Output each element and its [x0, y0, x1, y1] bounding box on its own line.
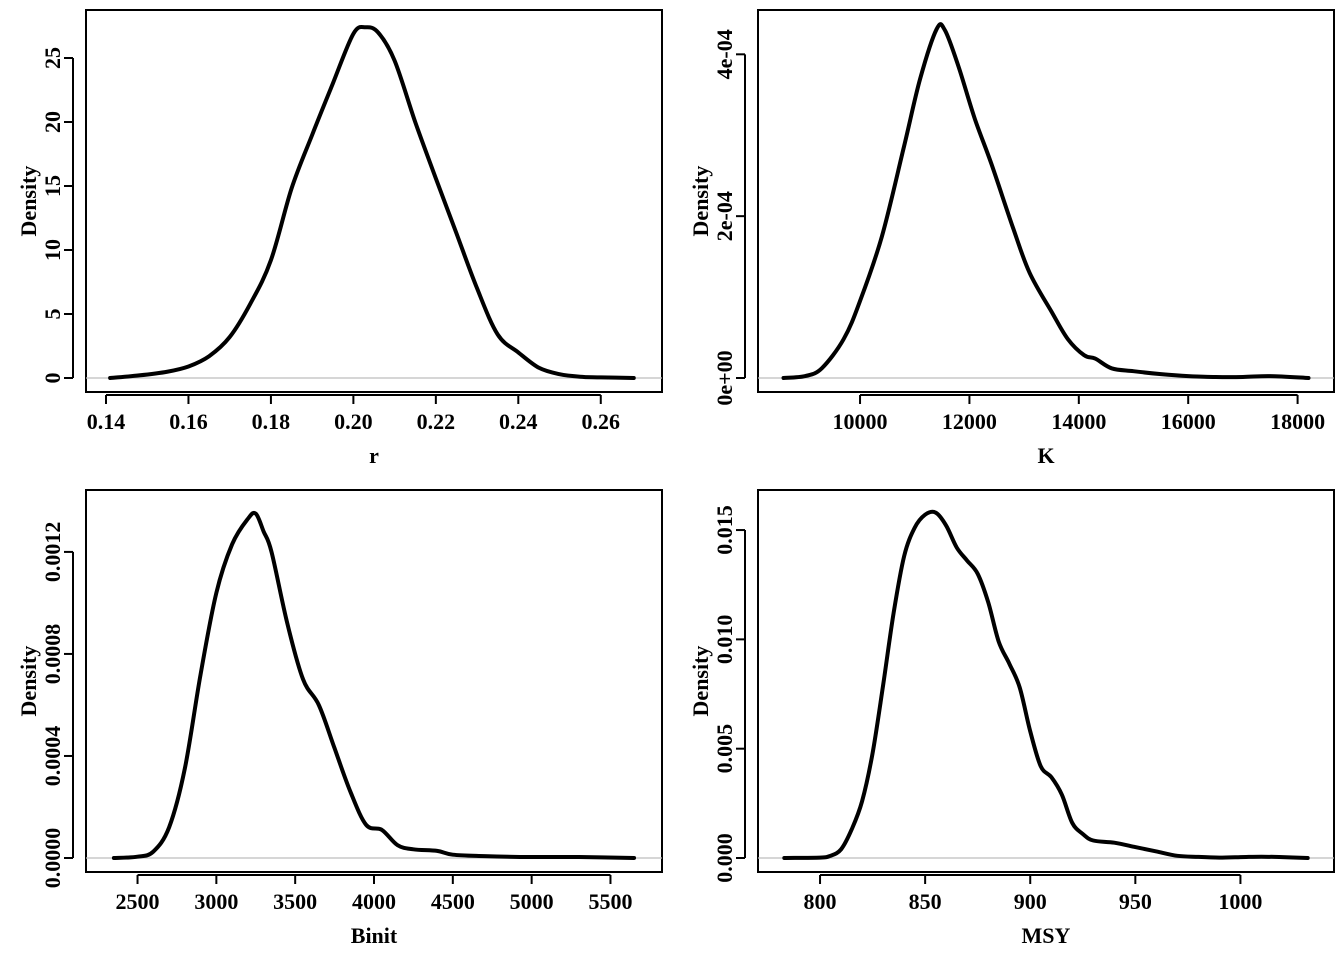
x-tick-label: 14000	[1051, 409, 1106, 434]
density-curve-binit	[111, 510, 637, 860]
x-tick-label: 4500	[431, 889, 475, 914]
x-tick-label: 800	[804, 889, 837, 914]
y-tick-label: 2e-04	[712, 191, 737, 241]
x-tick-label: 5500	[588, 889, 632, 914]
x-tick-label: 0.18	[252, 409, 291, 434]
y-axis-title: Density	[688, 166, 713, 237]
x-tick-label: 900	[1014, 889, 1047, 914]
x-tick-label: 3500	[273, 889, 317, 914]
density-panel-2: 10000 12000 14000 16000 18000 0e+00 2e-04 4e-04…	[688, 9, 1335, 468]
y-tick-label: 0	[40, 373, 65, 384]
y-tick-label: 5	[40, 309, 65, 320]
x-tick-label: 4000	[352, 889, 396, 914]
x-tick-label: 2500	[116, 889, 160, 914]
x-tick-label: 18000	[1270, 409, 1325, 434]
y-tick-label: 25	[40, 47, 65, 69]
y-tick-label: 0.0000	[40, 828, 65, 889]
x-tick-label: 3000	[194, 889, 238, 914]
x-tick-label: 16000	[1161, 409, 1216, 434]
y-tick-label: 0.010	[712, 615, 737, 665]
y-tick-label: 0.0004	[40, 726, 65, 787]
y-tick-label: 20	[40, 111, 65, 133]
x-tick-label: 950	[1119, 889, 1152, 914]
density-curve-msy	[782, 509, 1310, 860]
x-tick-label: 10000	[833, 409, 888, 434]
density-panel-4: 800 850 900 950 1000 0.000 0.005 0.010 0.015 MSY D…	[688, 489, 1335, 948]
y-tick-label: 4e-04	[712, 29, 737, 79]
plot-frame	[85, 9, 663, 393]
density-curve-k	[781, 22, 1311, 380]
y-tick-label: 0.0008	[40, 624, 65, 685]
y-tick-label: 0e+00	[712, 350, 737, 405]
x-axis-title: K	[1037, 443, 1054, 468]
y-tick-label: 10	[40, 239, 65, 261]
x-tick-label: 0.24	[499, 409, 538, 434]
y-tick-label: 15	[40, 175, 65, 197]
density-panel-3: 2500 3000 3500 4000 4500 5000 5500 0.0000 0.0004…	[16, 489, 663, 948]
x-axis-title: MSY	[1022, 923, 1071, 948]
y-axis-title: Density	[688, 646, 713, 717]
x-tick-label: 0.16	[169, 409, 208, 434]
y-tick-label: 0.000	[712, 833, 737, 883]
y-axis-title: Density	[16, 646, 41, 717]
x-tick-label: 0.14	[87, 409, 126, 434]
density-panel-1: 0.14 0.16 0.18 0.20 0.22 0.24 0.26 0 5 10 15 20 25 r D…	[16, 9, 663, 468]
x-tick-label: 0.22	[417, 409, 456, 434]
x-tick-label: 5000	[510, 889, 554, 914]
y-tick-label: 0.0012	[40, 522, 65, 583]
plot-frame	[757, 489, 1335, 873]
x-axis-title: Binit	[351, 923, 398, 948]
plot-frame	[757, 9, 1335, 393]
x-tick-label: 0.26	[582, 409, 621, 434]
y-tick-label: 0.005	[712, 724, 737, 774]
plot-frame	[85, 489, 663, 873]
x-tick-label: 1000	[1218, 889, 1262, 914]
density-curve-r	[108, 24, 636, 380]
x-axis-title: r	[369, 443, 379, 468]
y-axis-title: Density	[16, 166, 41, 237]
x-tick-label: 0.20	[334, 409, 373, 434]
y-tick-label: 0.015	[712, 505, 737, 555]
x-tick-label: 12000	[942, 409, 997, 434]
x-tick-label: 850	[909, 889, 942, 914]
